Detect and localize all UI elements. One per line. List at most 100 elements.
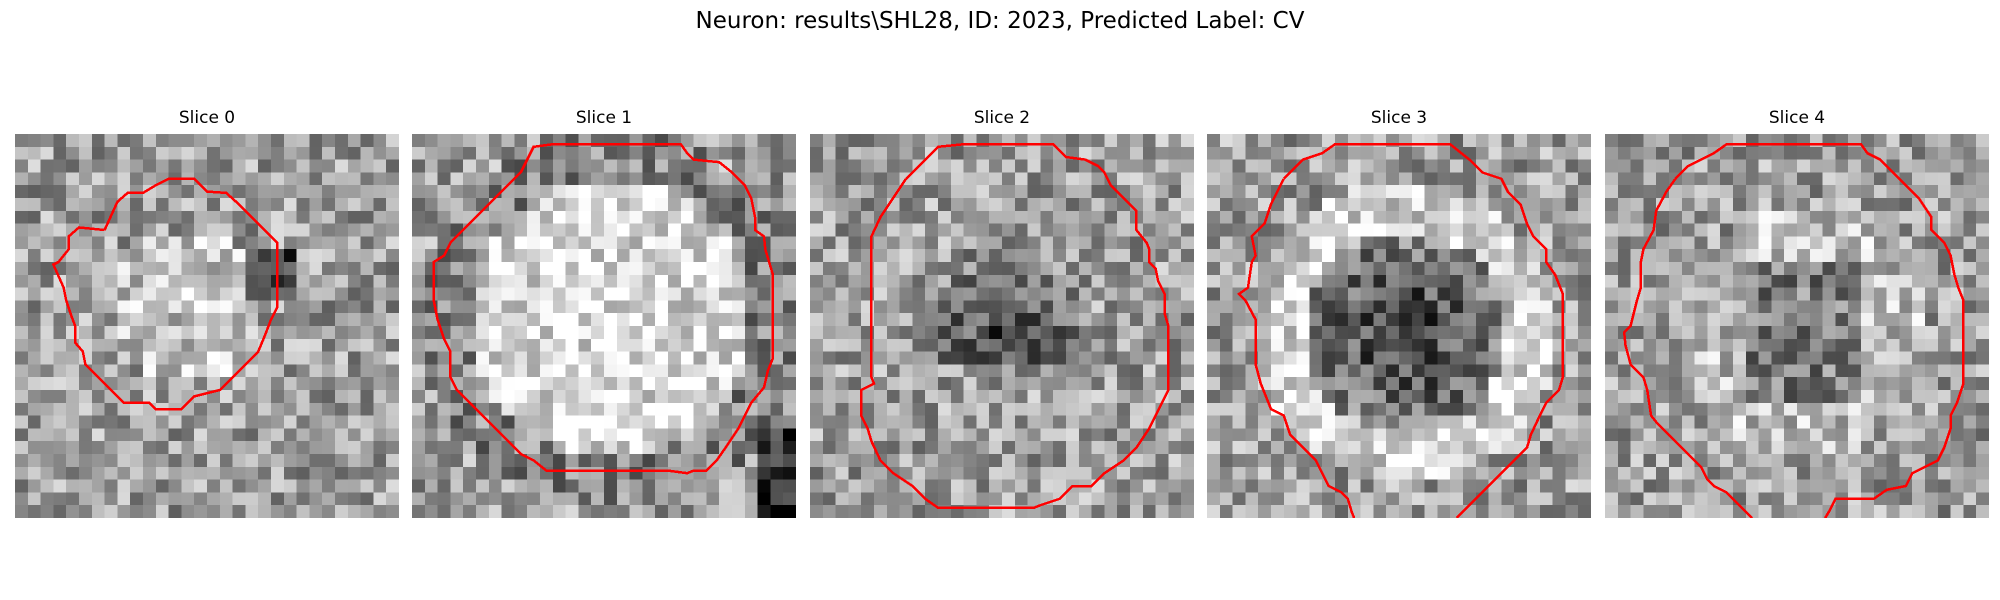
pixel xyxy=(1565,326,1579,340)
slice-image-1 xyxy=(412,134,796,518)
pixel xyxy=(181,223,195,237)
pixel xyxy=(335,159,349,173)
pixel xyxy=(1514,351,1528,365)
pixel xyxy=(540,159,554,173)
pixel xyxy=(1873,198,1887,212)
pixel xyxy=(629,185,643,199)
pixel xyxy=(181,479,195,493)
pixel xyxy=(693,172,707,186)
pixel xyxy=(989,185,1003,199)
pixel xyxy=(1822,415,1836,429)
pixel xyxy=(963,415,977,429)
pixel xyxy=(1733,364,1747,378)
pixel xyxy=(309,338,323,352)
pixel xyxy=(1078,236,1092,250)
pixel xyxy=(693,492,707,506)
pixel xyxy=(1784,262,1798,276)
pixel xyxy=(540,146,554,160)
pixel xyxy=(591,198,605,212)
pixel xyxy=(783,351,796,365)
pixel xyxy=(1078,287,1092,301)
pixel xyxy=(424,198,438,212)
pixel xyxy=(1014,236,1028,250)
pixel xyxy=(1053,185,1067,199)
pixel xyxy=(1014,172,1028,186)
pixel xyxy=(1976,377,1989,391)
pixel xyxy=(476,364,490,378)
pixel xyxy=(1271,415,1285,429)
pixel xyxy=(848,210,862,224)
pixel xyxy=(1822,210,1836,224)
pixel xyxy=(258,172,272,186)
pixel xyxy=(1617,390,1631,404)
pixel xyxy=(1656,492,1670,506)
pixel xyxy=(783,236,796,250)
pixel xyxy=(1014,262,1028,276)
pixel xyxy=(1681,223,1695,237)
pixel xyxy=(1963,210,1977,224)
pixel xyxy=(642,428,656,442)
pixel xyxy=(1309,313,1323,327)
pixel xyxy=(642,364,656,378)
pixel xyxy=(822,223,836,237)
pixel xyxy=(912,262,926,276)
pixel xyxy=(706,274,720,288)
pixel xyxy=(1925,172,1939,186)
pixel xyxy=(501,300,515,314)
pixel xyxy=(1117,223,1131,237)
pixel xyxy=(1117,134,1131,148)
pixel xyxy=(680,454,694,468)
pixel xyxy=(1797,185,1811,199)
pixel xyxy=(1450,134,1464,148)
pixel xyxy=(1809,492,1823,506)
pixel xyxy=(578,313,592,327)
pixel xyxy=(15,236,29,250)
pixel xyxy=(1207,466,1221,480)
pixel xyxy=(899,313,913,327)
pixel xyxy=(296,300,310,314)
pixel xyxy=(386,338,399,352)
pixel xyxy=(514,262,528,276)
pixel xyxy=(1002,454,1016,468)
pixel xyxy=(104,313,118,327)
pixel xyxy=(1861,198,1875,212)
pixel xyxy=(1605,146,1619,160)
pixel xyxy=(1886,198,1900,212)
pixel xyxy=(1669,159,1683,173)
pixel xyxy=(437,223,451,237)
pixel xyxy=(40,159,54,173)
pixel xyxy=(1873,428,1887,442)
pixel xyxy=(1475,287,1489,301)
pixel xyxy=(450,198,464,212)
pixel xyxy=(1271,428,1285,442)
pixel xyxy=(1399,313,1413,327)
pixel xyxy=(309,492,323,506)
pixel xyxy=(1873,134,1887,148)
pixel xyxy=(15,454,29,468)
pixel xyxy=(1720,159,1734,173)
pixel xyxy=(1527,159,1541,173)
pixel xyxy=(258,364,272,378)
pixel xyxy=(1271,338,1285,352)
pixel xyxy=(488,415,502,429)
pixel xyxy=(1399,402,1413,416)
pixel xyxy=(1027,185,1041,199)
pixel xyxy=(1219,441,1233,455)
pixel xyxy=(1797,492,1811,506)
pixel xyxy=(950,338,964,352)
pixel xyxy=(1539,159,1553,173)
pixel xyxy=(706,338,720,352)
pixel xyxy=(322,402,336,416)
pixel xyxy=(168,505,182,518)
pixel xyxy=(232,300,246,314)
pixel xyxy=(1424,300,1438,314)
pixel xyxy=(1283,466,1297,480)
pixel xyxy=(1207,159,1221,173)
pixel xyxy=(15,377,29,391)
pixel xyxy=(143,479,157,493)
pixel xyxy=(1771,262,1785,276)
pixel xyxy=(40,210,54,224)
pixel xyxy=(565,313,579,327)
pixel xyxy=(219,223,233,237)
pixel xyxy=(1745,441,1759,455)
